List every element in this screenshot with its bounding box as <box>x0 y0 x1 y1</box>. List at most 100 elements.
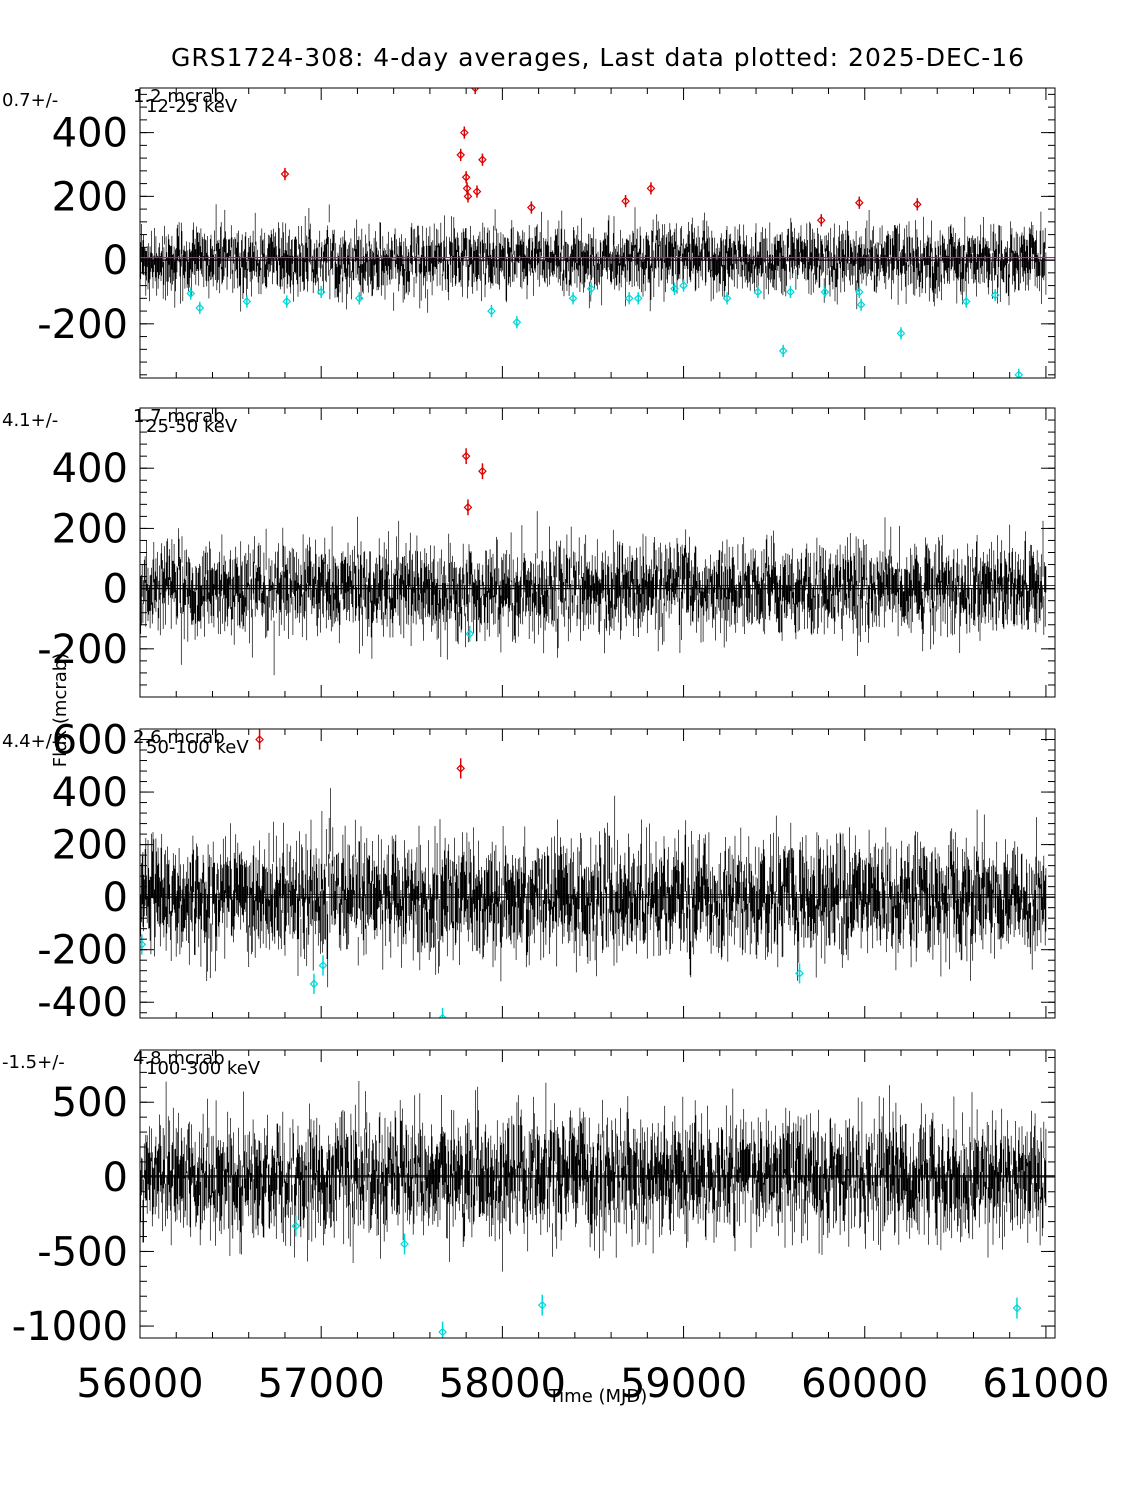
xtick-3: 59000 <box>620 1361 747 1407</box>
panel-3-ytick-1: -500 <box>37 1229 128 1275</box>
xtick-5: 61000 <box>982 1361 1109 1407</box>
panel-0-high-point-6 <box>470 88 480 95</box>
panel-0-low-point-8 <box>568 292 578 305</box>
panel-1-high-point-0 <box>461 448 471 465</box>
panel-3-errorbars <box>140 1081 1047 1272</box>
panel-2-ytick-0: -400 <box>37 980 128 1026</box>
panel-2-err-text: 2.6 mcrab <box>133 727 225 748</box>
panel-0-high-point-0 <box>280 167 290 181</box>
panel-0-low-point-10 <box>624 292 634 305</box>
panel-0-low-point-9 <box>586 282 596 295</box>
panel-1-high-point-1 <box>463 499 473 516</box>
panel-0-high-point-4 <box>462 182 472 195</box>
panel-3-ytick-0: -1000 <box>12 1304 128 1350</box>
panel-3-data <box>140 1081 1055 1338</box>
panel-0-low-point-22 <box>961 295 971 308</box>
panel-0-low-point-7 <box>512 316 522 329</box>
panel-0-err-text: 1.2 mcrab <box>133 86 225 107</box>
panel-0-high-point-8 <box>478 153 487 166</box>
panel-0-ytick-1: 0 <box>103 238 128 284</box>
panel-0-mean-text: 0.7+/- <box>2 90 58 111</box>
panel-2-band-label: 50-100 keV <box>146 737 249 758</box>
panel-0-low-point-2 <box>242 295 252 308</box>
panel-0-low-point-20 <box>856 298 866 311</box>
panel-1-ytick-1: 0 <box>103 567 128 613</box>
panel-0-high-point-11 <box>646 182 656 195</box>
panel-0-low-point-19 <box>854 285 864 299</box>
panel-0-low-point-16 <box>778 344 788 358</box>
panel-0-low-point-14 <box>722 292 732 305</box>
panel-3-band-label: 100-300 keV <box>146 1058 261 1079</box>
panel-0-high-point-2 <box>459 126 469 139</box>
panel-0-low-point-11 <box>633 292 643 305</box>
panel-0-ytick-3: 400 <box>52 111 128 157</box>
panel-1-mean-text: 4.1+/- <box>2 410 58 431</box>
xtick-0: 56000 <box>76 1361 203 1407</box>
panel-1-low-point-0 <box>465 625 475 642</box>
x-axis-label: Time (MJD) <box>548 1386 648 1407</box>
panel-2-errorbars <box>140 788 1047 988</box>
panel-1-high-point-2 <box>478 463 487 480</box>
panel-1-band-label: 25-50 keV <box>146 416 238 437</box>
panel-2-low-point-0 <box>140 934 147 955</box>
panel-0-low-point-1 <box>195 301 205 315</box>
panel-3-low-point-1 <box>400 1233 409 1255</box>
panel-0-data <box>140 88 1055 378</box>
panel-2-low-point-3 <box>438 1007 447 1018</box>
xtick-4: 60000 <box>801 1361 928 1407</box>
panel-1-err-text: 1.7 mcrab <box>133 406 225 427</box>
panel-3-frame <box>139 1049 1056 1339</box>
panel-0-high-point-3 <box>461 171 471 184</box>
xtick-1: 57000 <box>258 1361 385 1407</box>
panel-0-band-label: 12-25 keV <box>146 96 238 117</box>
panel-2-low-point-1 <box>309 973 319 994</box>
panel-2-high-point-1 <box>456 758 466 779</box>
panel-0-ytick-0: -200 <box>37 302 128 348</box>
panel-2-mean-text: 4.4+/- <box>2 731 58 752</box>
panel-2-data <box>140 729 1055 1018</box>
panel-0-low-point-17 <box>786 285 795 299</box>
panel-3-mean-text: -1.5+/- <box>2 1052 65 1073</box>
panel-3-low-point-3 <box>537 1294 547 1316</box>
panel-2-frame <box>139 728 1056 1019</box>
panel-2-low-point-4 <box>795 963 804 984</box>
panel-0-high-point-12 <box>854 196 864 209</box>
panel-0-errorbars <box>140 204 1047 313</box>
panel-2-ytick-5: 600 <box>52 718 128 764</box>
panel-0-high-point-10 <box>621 194 630 208</box>
panel-0-high-point-14 <box>816 214 826 227</box>
panel-0-low-point-5 <box>354 292 364 305</box>
panel-0-high-point-7 <box>472 185 482 198</box>
x-tick-labels: 56000 57000 58000 59000 60000 61000 <box>76 1361 1109 1407</box>
panel-0-ytick-2: 200 <box>52 174 128 220</box>
panel-2-ytick-3: 200 <box>52 823 128 869</box>
panel-2-high-point-0 <box>255 729 264 750</box>
panel-0-frame <box>139 87 1056 379</box>
panel-0-high-point-13 <box>912 198 922 211</box>
panel-3-ytick-2: 0 <box>103 1155 128 1201</box>
panel-3-low-point-0 <box>291 1215 301 1237</box>
panel-3-err-text: 4.8 mcrab <box>133 1048 225 1069</box>
panel-1-ytick-2: 200 <box>52 506 128 552</box>
panel-3-low-point-2 <box>438 1321 447 1338</box>
panel-0-low-point-0 <box>186 287 196 300</box>
panel-0-high-point-5 <box>463 190 473 203</box>
panel-1-data <box>140 448 1055 676</box>
panel-0-low-point-13 <box>679 279 688 292</box>
chart-title: GRS1724-308: 4-day averages, Last data p… <box>171 43 1025 72</box>
panel-2-ytick-2: 0 <box>103 875 128 921</box>
panel-3-ytick-3: 500 <box>52 1080 128 1126</box>
panel-0-low-point-24 <box>1014 368 1024 378</box>
panel-0-high-point-9 <box>527 201 536 214</box>
panel-0-low-point-23 <box>990 289 1000 302</box>
panel-0-low-point-6 <box>487 304 496 318</box>
panel-1-errorbars <box>140 511 1047 676</box>
panel-2-low-point-2 <box>318 955 328 976</box>
panel-2-ytick-1: -200 <box>37 928 128 974</box>
panel-0-high-point-1 <box>456 148 466 162</box>
